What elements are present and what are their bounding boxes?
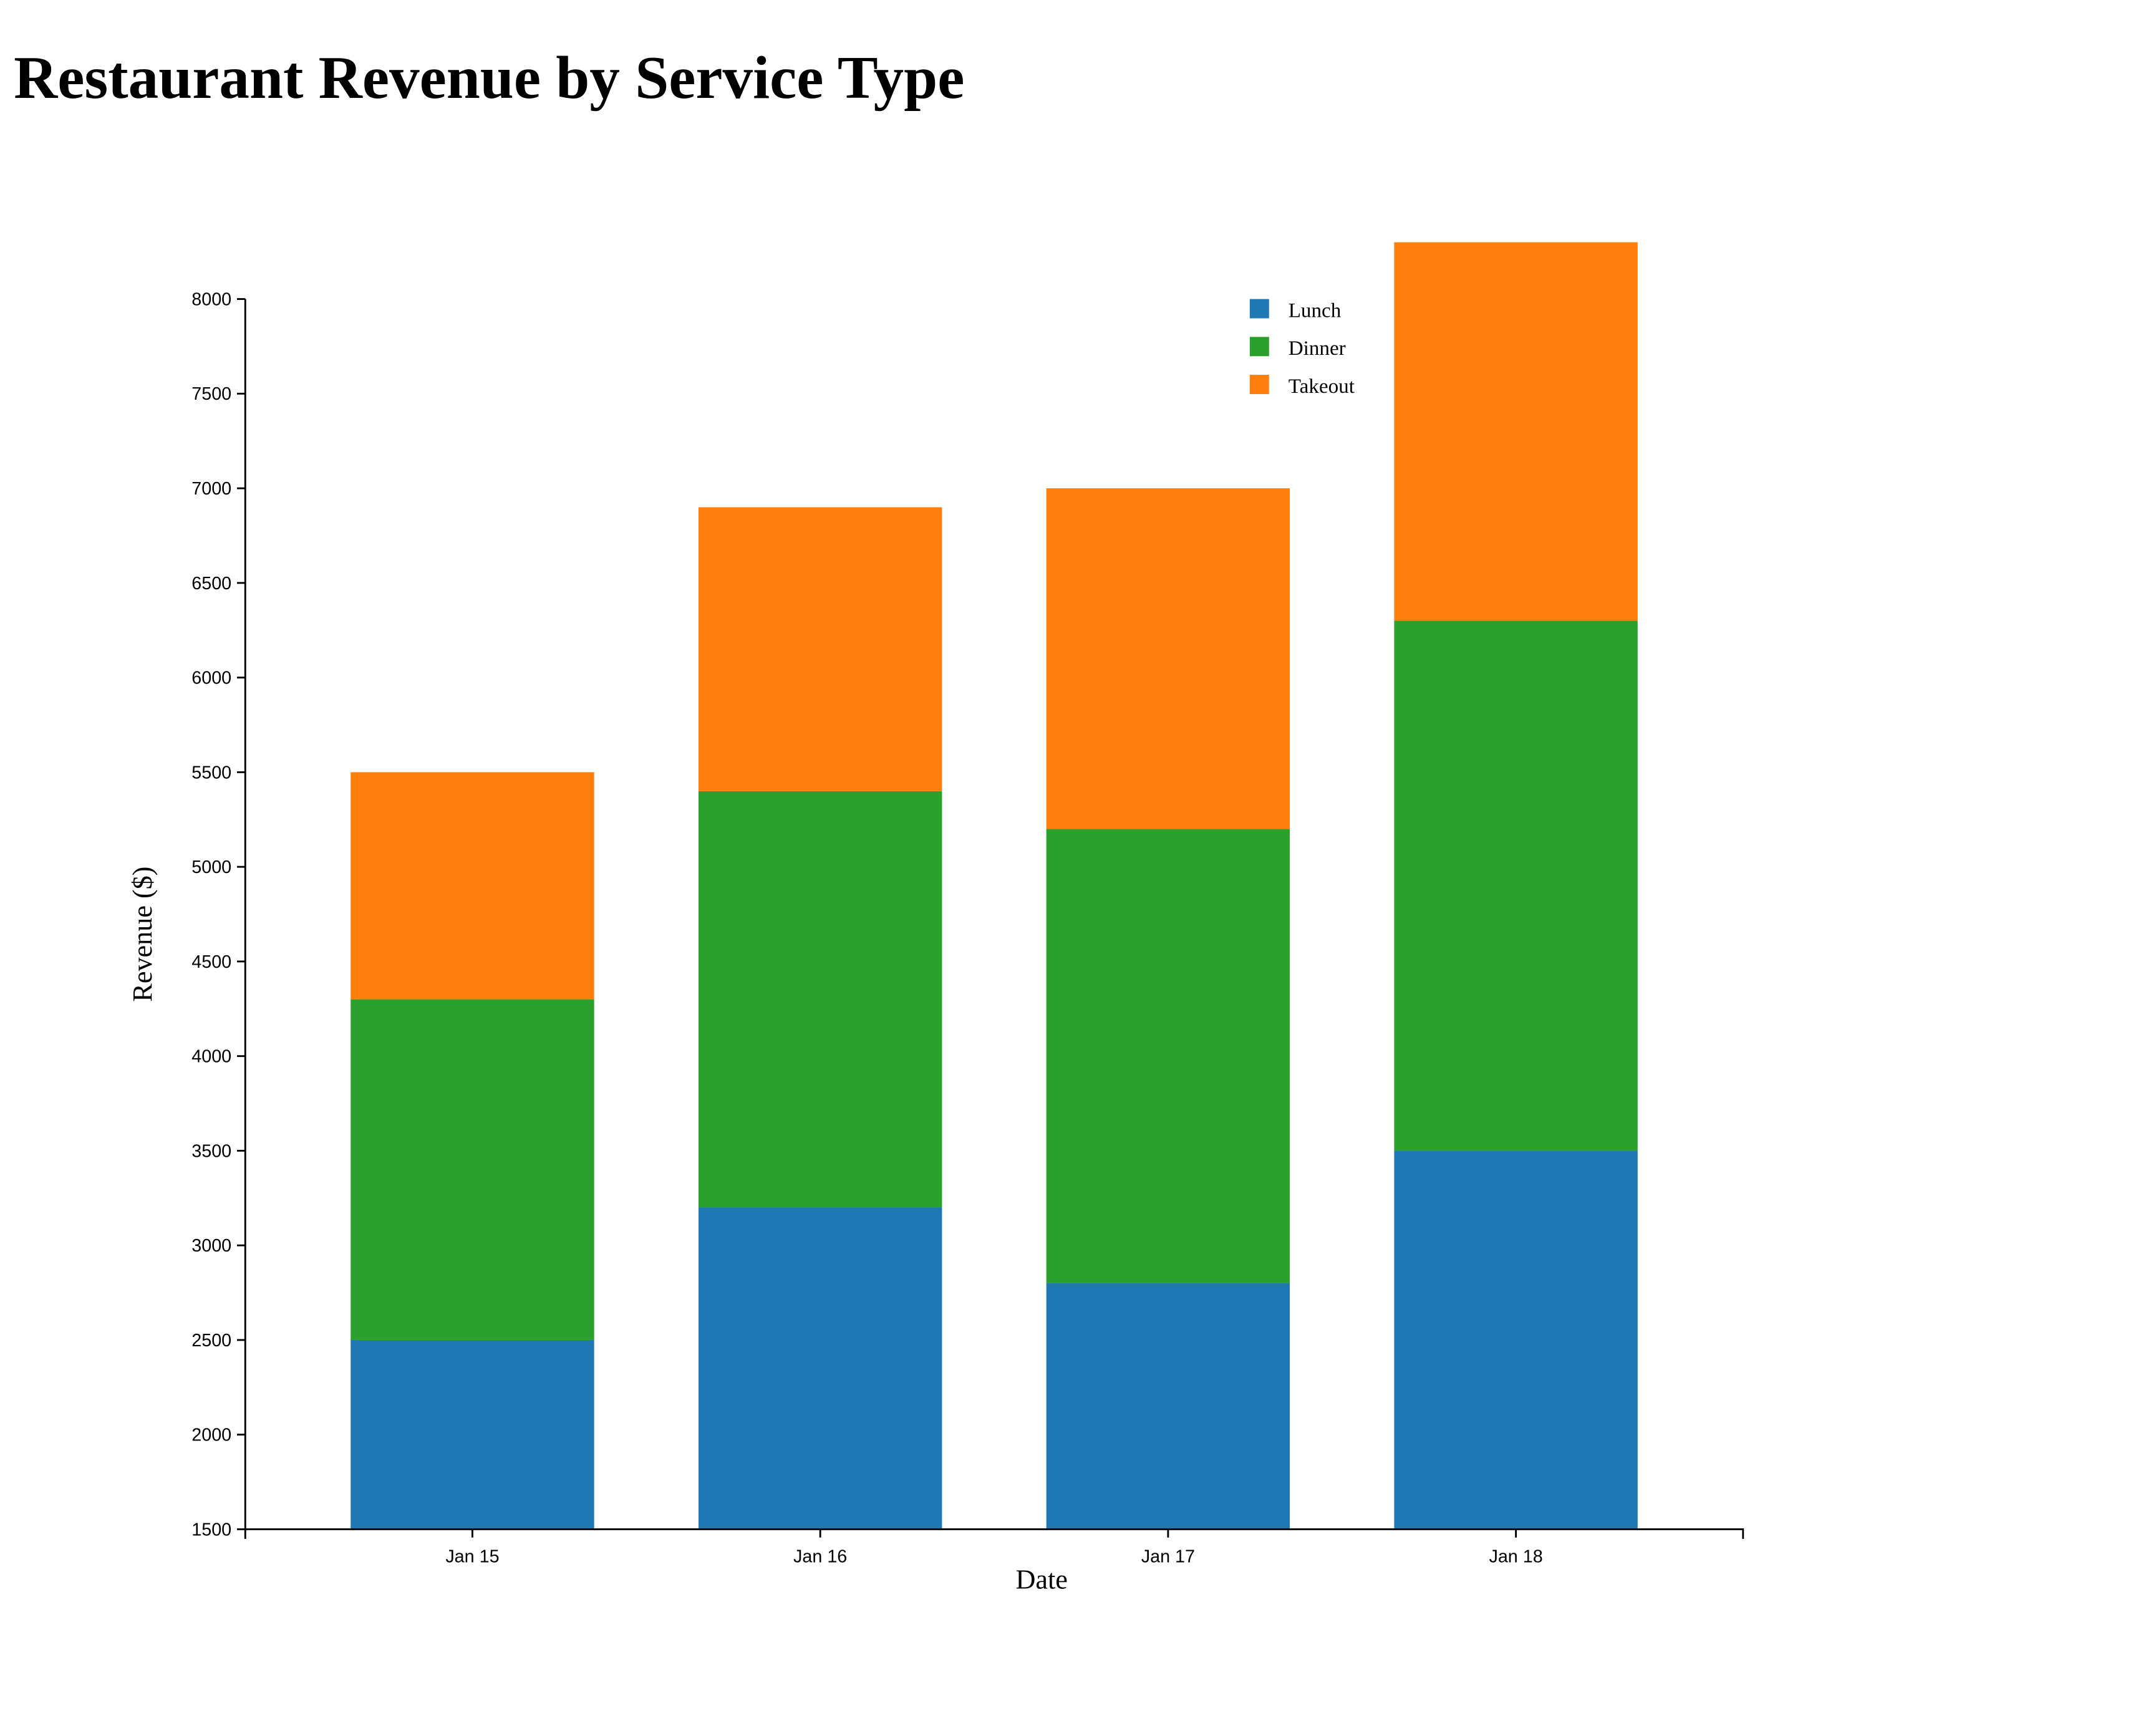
x-axis-line xyxy=(244,1528,1744,1539)
y-axis-label: Revenue ($) xyxy=(127,866,158,1001)
legend-swatch xyxy=(1249,299,1269,319)
x-tick-label: Jan 16 xyxy=(793,1546,847,1566)
legend-label: Dinner xyxy=(1289,337,1346,360)
bar-segment xyxy=(351,772,594,1000)
chart-title: Restaurant Revenue by Service Type xyxy=(14,44,964,112)
bar-segment xyxy=(1046,829,1290,1283)
y-tick-label: 6000 xyxy=(191,668,231,688)
bar-segment xyxy=(351,1339,594,1530)
y-tick-label: 3000 xyxy=(191,1236,231,1256)
bar-segment xyxy=(698,1207,942,1530)
bar-segment xyxy=(698,791,942,1208)
y-tick-label: 7000 xyxy=(191,479,231,499)
bar-segment xyxy=(1394,242,1638,621)
legend-swatch xyxy=(1249,337,1269,357)
x-axis-label: Date xyxy=(1016,1564,1068,1594)
legend-swatch xyxy=(1249,375,1269,394)
y-tick-label: 3500 xyxy=(191,1141,231,1161)
y-tick-label: 1500 xyxy=(191,1520,231,1540)
x-tick-label: Jan 18 xyxy=(1489,1546,1542,1566)
x-tick-label: Jan 15 xyxy=(445,1546,499,1566)
bar-segment xyxy=(351,999,594,1340)
bar-segment xyxy=(1046,1283,1290,1530)
y-tick-label: 5000 xyxy=(191,857,231,877)
legend-label: Takeout xyxy=(1289,375,1355,398)
bar-segment xyxy=(1394,620,1638,1151)
bar-segment xyxy=(1394,1150,1638,1530)
x-tick-label: Jan 17 xyxy=(1141,1546,1195,1566)
y-tick-label: 7500 xyxy=(191,384,231,404)
y-tick-label: 4500 xyxy=(191,952,231,972)
y-tick-label: 6500 xyxy=(191,574,231,594)
legend-label: Lunch xyxy=(1289,299,1342,322)
y-tick-label: 2000 xyxy=(191,1425,231,1445)
y-tick-label: 5500 xyxy=(191,763,231,783)
y-tick-label: 8000 xyxy=(191,290,231,310)
y-tick-label: 2500 xyxy=(191,1331,231,1351)
bar-segment xyxy=(1046,488,1290,829)
bars xyxy=(351,242,1638,1530)
bar-segment xyxy=(698,507,942,791)
y-tick-label: 4000 xyxy=(191,1047,231,1067)
